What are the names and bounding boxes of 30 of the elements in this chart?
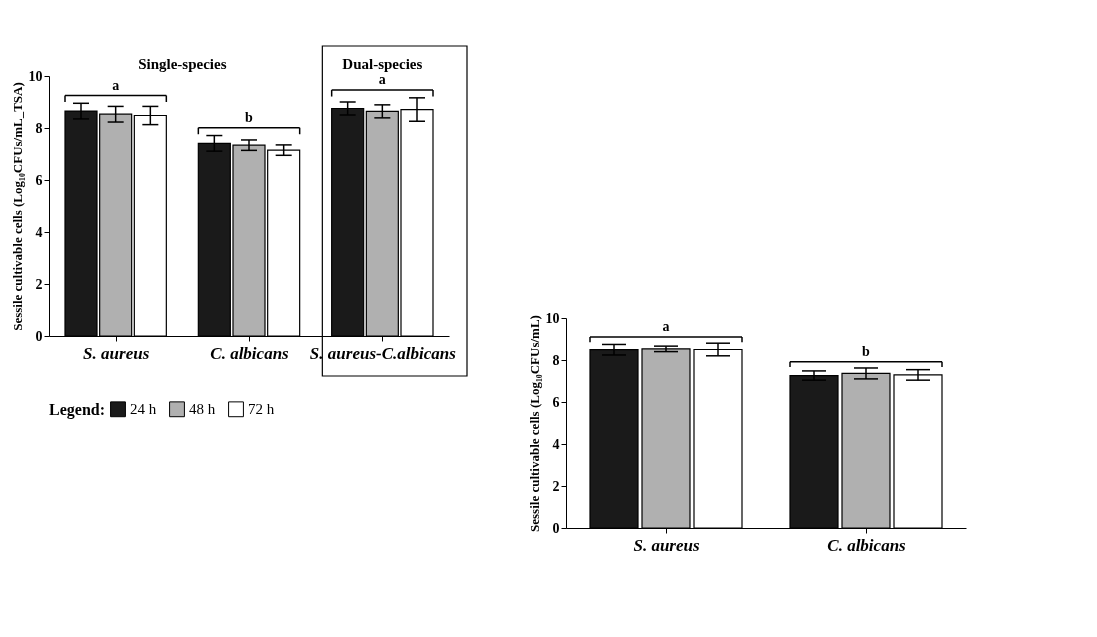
y-tick-label: 6 [35,172,43,188]
text: Single-species [138,56,227,72]
y-tick-label: 8 [552,352,560,368]
x-tick-label: S. aureus [633,535,700,555]
text: Dual-species [342,56,423,72]
annotation: b [862,343,871,359]
legend-title: Legend: [49,401,105,419]
y-tick-label: 4 [35,224,43,240]
y-tick-label: 10 [545,310,560,326]
y-tick-label: 0 [35,328,43,344]
y-tick-label: 0 [552,520,560,536]
annotation: b [245,109,254,125]
annotation: a [378,72,386,88]
x-tick-label: C. albicans [827,535,907,555]
x-tick-label: S. aureus-C.albicans [309,343,457,363]
y-axis-title: Sessile cultivable cells (Log₁₀CFUs/mL_TSA) [9,82,25,331]
y-tick-label: 2 [35,276,43,292]
y-tick-label: 10 [28,68,43,84]
annotation: a [662,318,670,334]
x-tick-label: C. albicans [210,343,290,363]
x-tick-label: S. aureus [83,343,150,363]
y-axis-title: Sessile cultivable cells (Log₁₀CFUs/mL) [526,315,542,532]
annotation: a [112,77,120,93]
y-tick-label: 2 [552,478,560,494]
y-tick-label: 8 [35,120,43,136]
legend-label: 24 h [130,401,157,418]
y-tick-label: 4 [552,436,560,452]
y-tick-label: 6 [552,394,560,410]
legend-label: 72 h [248,401,275,418]
legend-label: 48 h [189,401,216,418]
